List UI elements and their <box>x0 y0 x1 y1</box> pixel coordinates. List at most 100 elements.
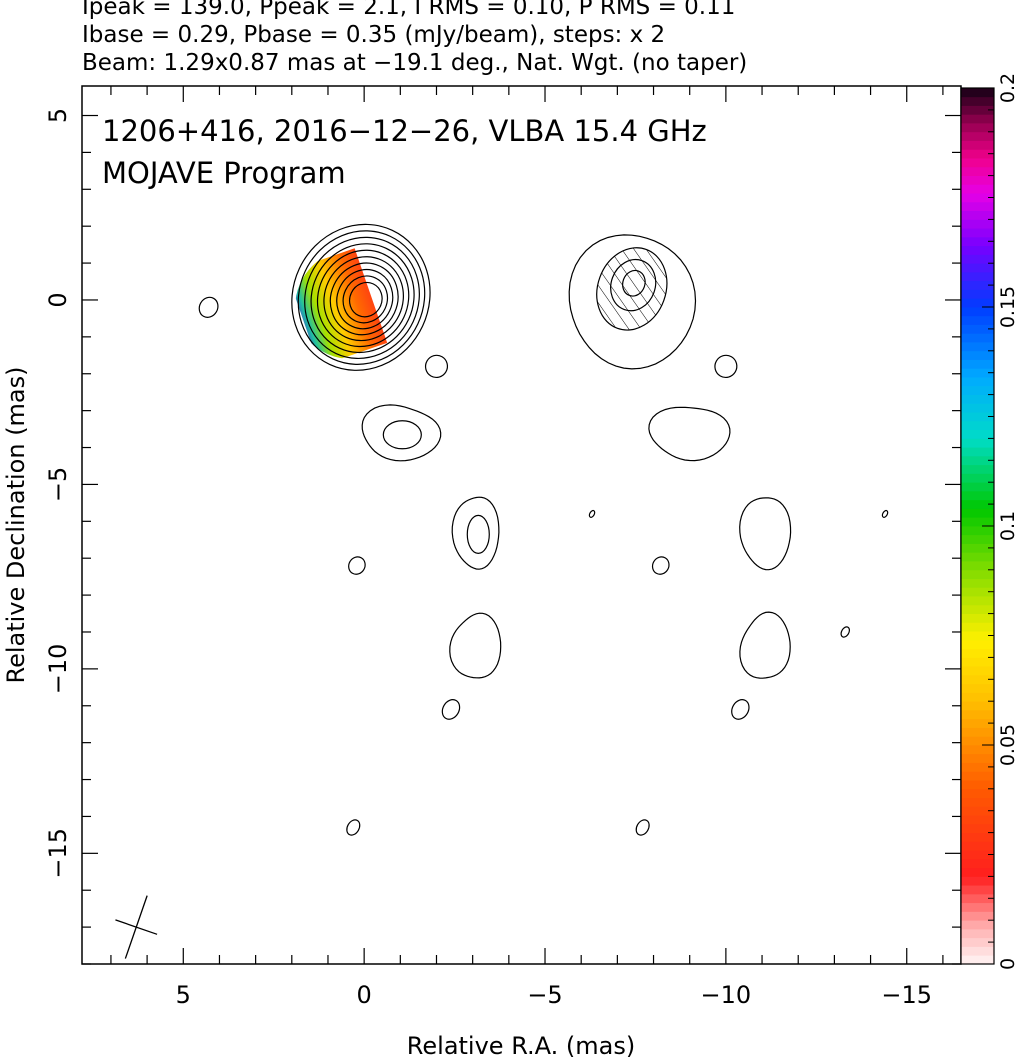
colorbar-segment <box>961 403 994 413</box>
x-tick-label: −5 <box>527 981 562 1009</box>
sidelobe-contour-2 <box>648 406 731 462</box>
sidelobe-inner-contour-1 <box>382 420 422 450</box>
colorbar-segment <box>961 876 994 886</box>
core-component <box>291 223 431 371</box>
colorbar-segment <box>961 298 994 308</box>
colorbar-segment <box>961 263 994 273</box>
colorbar-segment <box>961 806 994 816</box>
small-sidelobe-10 <box>588 509 596 518</box>
colorbar-segment <box>961 885 994 895</box>
colorbar-segment <box>961 473 994 483</box>
colorbar-segment <box>961 359 994 369</box>
sidelobe-contour-3 <box>451 496 500 570</box>
ghost-contour-4 <box>622 269 646 297</box>
sidelobe-contour-6 <box>739 611 791 679</box>
core-contour-10 <box>348 281 383 318</box>
colorbar-segment <box>961 175 994 185</box>
header-line-3: Beam: 1.29x0.87 mas at −19.1 deg., Nat. … <box>82 50 748 76</box>
colorbar-segment <box>961 709 994 720</box>
colorbar-segment <box>961 832 994 842</box>
x-tick-label: 5 <box>176 981 191 1009</box>
colorbar-segment <box>961 482 994 492</box>
core-contour-3 <box>304 236 420 360</box>
colorbar-segment <box>961 657 994 667</box>
colorbar-segment <box>961 377 994 387</box>
colorbar-segment <box>961 88 994 98</box>
colorbar-segment <box>961 587 994 597</box>
colorbar-tick-label: 0.1 <box>997 511 1019 541</box>
small-sidelobe-12 <box>840 626 851 638</box>
colorbar-segment <box>961 254 994 264</box>
colorbar-tick-label: 0 <box>997 958 1019 970</box>
colorbar-segment <box>961 569 994 579</box>
colorbar-tick-label: 0.2 <box>997 73 1019 103</box>
colorbar-segment <box>961 552 994 562</box>
colorbar-segment <box>961 342 994 352</box>
sidelobe-contour-1 <box>361 404 442 462</box>
colorbar-segment <box>961 631 994 641</box>
colorbar-segment <box>961 692 994 702</box>
colorbar-segment <box>961 245 994 255</box>
y-tick-label: 5 <box>44 108 72 123</box>
colorbar-segment <box>961 893 994 904</box>
colorbar-segment <box>961 324 994 334</box>
colorbar-segment <box>961 815 994 825</box>
chart-subtitle: MOJAVE Program <box>102 156 346 190</box>
y-tick-label: 0 <box>44 292 72 307</box>
colorbar-segment <box>961 385 994 395</box>
colorbar-segment <box>961 105 994 115</box>
colorbar-segment <box>961 666 994 676</box>
core-contour-9 <box>342 275 389 324</box>
y-tick-label: −10 <box>44 644 72 695</box>
small-sidelobe-1 <box>198 296 219 318</box>
colorbar-segment <box>961 280 994 290</box>
y-tick-label: −5 <box>44 467 72 502</box>
y-tick-label: −15 <box>44 828 72 879</box>
colorbar-segment <box>961 271 994 282</box>
colorbar-segment <box>961 745 994 755</box>
colorbar-segment <box>961 674 994 685</box>
colorbar-segment <box>961 718 994 728</box>
colorbar-segment <box>961 736 994 746</box>
colorbar-segment <box>961 228 994 238</box>
colorbar-segment <box>961 96 994 106</box>
small-sidelobe-5 <box>651 556 670 575</box>
colorbar-segment <box>961 543 994 553</box>
small-sidelobe-7 <box>731 699 750 720</box>
colorbar-segment <box>961 561 994 571</box>
ghost-contour-2 <box>596 247 668 331</box>
polarization-fill <box>295 248 388 360</box>
x-tick-label: −10 <box>701 981 752 1009</box>
colorbar-segment <box>961 455 994 466</box>
colorbar-segment <box>961 184 994 194</box>
colorbar-segment <box>961 394 994 404</box>
colorbar-segment <box>961 596 994 606</box>
colorbar-segment <box>961 140 994 150</box>
header-line-2: Ibase = 0.29, Pbase = 0.35 (mJy/beam), s… <box>82 22 666 48</box>
colorbar-segment <box>961 937 994 947</box>
colorbar-segment <box>961 850 994 860</box>
x-tick-label: −15 <box>881 981 932 1009</box>
colorbar-segment <box>961 307 994 317</box>
colorbar-segment <box>961 701 994 711</box>
x-axis-title: Relative R.A. (mas) <box>407 1032 635 1060</box>
colorbar-tick-label: 0.15 <box>997 286 1019 328</box>
colorbar-segment <box>961 158 994 168</box>
colorbar-segment <box>961 219 994 229</box>
colorbar-segment <box>961 797 994 807</box>
colorbar-segment <box>961 762 994 772</box>
colorbar-segment <box>961 771 994 781</box>
colorbar-segment <box>961 420 994 431</box>
colorbar-segment <box>961 788 994 798</box>
colorbar-segment <box>961 858 994 869</box>
sidelobe-contour-5 <box>449 612 502 679</box>
small-sidelobe-4 <box>348 556 366 575</box>
core-contour-7 <box>329 262 399 336</box>
colorbar-segment <box>961 578 994 588</box>
small-sidelobe-2 <box>424 354 449 379</box>
colorbar-segment <box>961 902 994 912</box>
colorbar-segment <box>961 123 994 133</box>
core-contour-1 <box>291 223 431 371</box>
small-sidelobe-11 <box>881 509 889 518</box>
colorbar-segment <box>961 447 994 457</box>
